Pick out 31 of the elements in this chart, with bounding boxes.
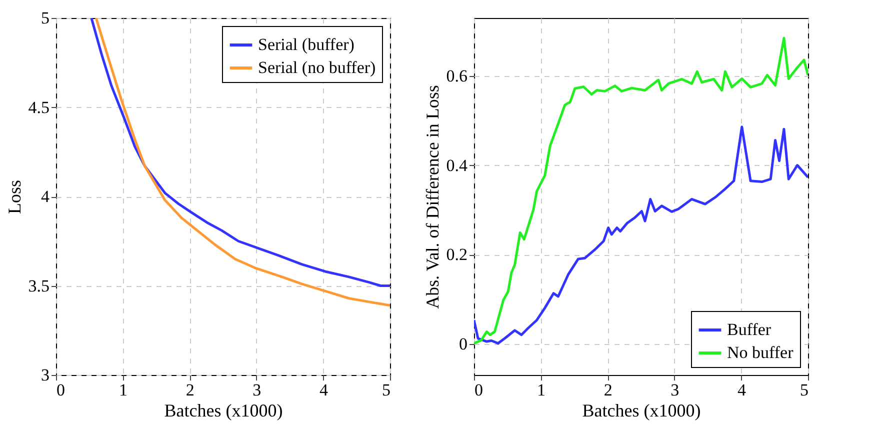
x-tick-label: 3 <box>670 380 680 400</box>
x-tick-label: 3 <box>252 380 262 400</box>
x-tick-label: 1 <box>537 380 546 400</box>
x-tick-label: 2 <box>186 380 194 400</box>
x-axis-title: Batches (x1000) <box>164 400 283 420</box>
legend-label: Serial (no buffer) <box>258 58 376 77</box>
x-tick-label: 5 <box>800 380 808 400</box>
y-tick-label: 0.4 <box>446 156 468 175</box>
x-tick-label: 0 <box>56 380 65 400</box>
y-axis-title: Loss <box>4 180 24 214</box>
legend-label: Serial (buffer) <box>258 35 354 54</box>
y-axis-title: Abs. Val. of Difference in Loss <box>422 85 442 309</box>
y-tick-label: 4.5 <box>28 98 50 117</box>
x-tick-label: 2 <box>604 380 612 400</box>
line-series <box>474 126 808 345</box>
y-tick-label: 3.5 <box>28 276 50 296</box>
y-tick-label: 3 <box>41 366 50 384</box>
x-tick-label: 1 <box>119 380 128 400</box>
line-series <box>474 36 808 345</box>
y-tick-label: 0.6 <box>446 66 468 86</box>
x-tick-label: 4 <box>319 380 328 400</box>
y-tick-label: 0 <box>459 334 468 354</box>
y-tick-label: 0.2 <box>446 245 468 264</box>
y-tick-label: 4 <box>41 187 50 206</box>
x-tick-label: 0 <box>474 380 483 400</box>
x-tick-label: 4 <box>737 380 746 400</box>
legend-label: Buffer <box>727 320 772 339</box>
legend-label: No buffer <box>727 343 794 362</box>
y-tick-label: 5 <box>41 8 50 28</box>
x-tick-label: 5 <box>382 380 390 400</box>
x-axis-title: Batches (x1000) <box>582 400 701 420</box>
